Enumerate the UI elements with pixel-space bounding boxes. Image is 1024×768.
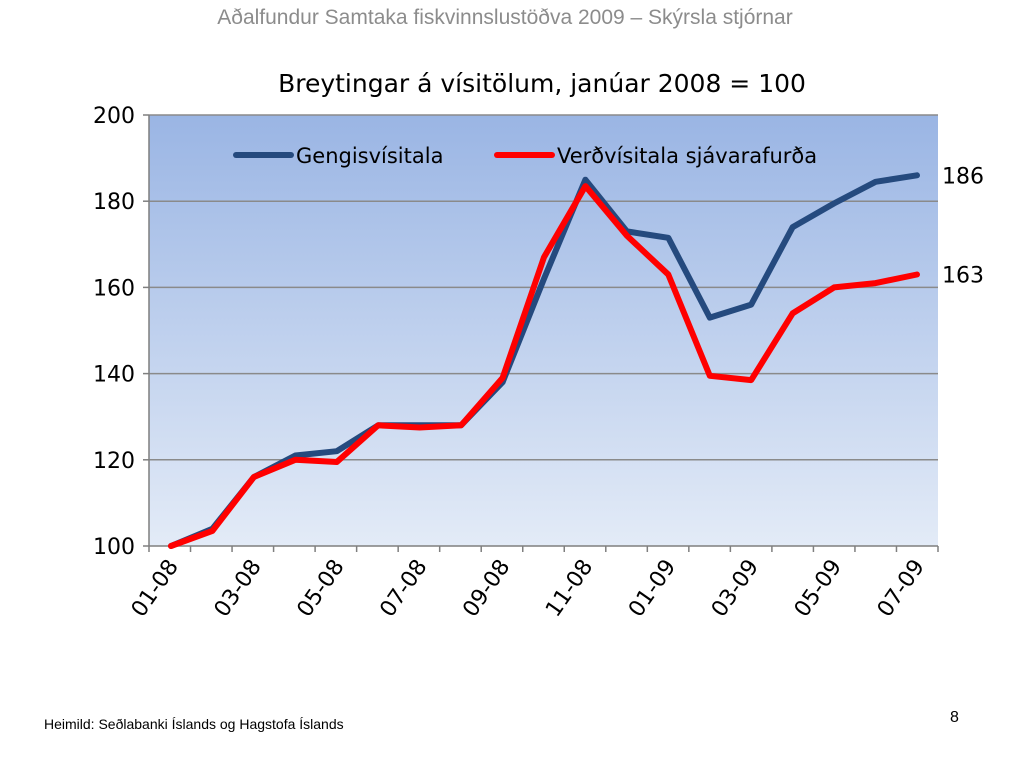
x-tick-label: 01-09	[624, 555, 681, 622]
x-tick-label: 03-09	[707, 555, 764, 622]
y-axis: 100 120 140 160 180 200	[93, 104, 150, 560]
x-tick-label: 05-08	[293, 555, 350, 622]
y-tick-label: 180	[93, 190, 135, 215]
series-line	[168, 183, 920, 549]
x-axis: 01-08 03-08 05-08 07-08 09-08 11-08 01-09 03-09…	[127, 545, 939, 622]
legend-label: Verðvísitala sjávarafurða	[557, 144, 817, 168]
slide-header: Aðalfundur Samtaka fiskvinnslustöðva 200…	[217, 6, 793, 29]
y-tick-label: 120	[93, 449, 135, 474]
source-note: Heimild: Seðlabanki Íslands og Hagstofa …	[44, 716, 344, 732]
y-tick-label: 140	[93, 363, 135, 388]
x-tick-label: 03-08	[210, 555, 267, 622]
x-tick-label: 11-08	[541, 555, 598, 622]
y-tick-label: 160	[93, 276, 135, 301]
end-labels: 186 163	[942, 164, 984, 288]
end-value-label: 186	[942, 164, 984, 189]
y-tick-label: 200	[93, 104, 135, 129]
end-value-label: 163	[942, 263, 984, 288]
x-tick-label: 07-09	[873, 555, 930, 622]
y-tick-label: 100	[93, 535, 135, 560]
series-line	[168, 172, 920, 549]
plot-area	[149, 115, 938, 546]
x-tick-label: 01-08	[127, 555, 184, 622]
legend-label: Gengisvísitala	[296, 144, 443, 168]
page-number: 8	[950, 709, 959, 726]
x-tick-label: 07-08	[375, 555, 432, 622]
legend: Gengisvísitala Verðvísitala sjávarafurða	[233, 144, 817, 168]
chart-title: Breytingar á vísitölum, janúar 2008 = 10…	[278, 69, 806, 98]
x-tick-label: 05-09	[790, 555, 847, 622]
x-tick-label: 09-08	[458, 555, 515, 622]
series-lines	[168, 172, 920, 549]
